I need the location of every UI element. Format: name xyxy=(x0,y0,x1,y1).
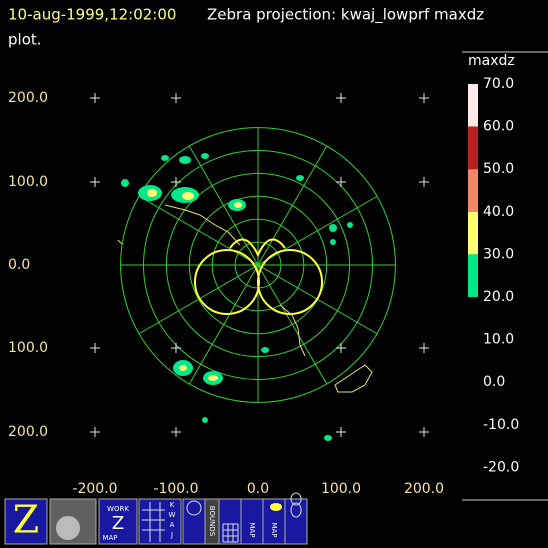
grid-cross xyxy=(336,93,346,103)
grid-cross xyxy=(419,427,429,437)
icon-kwaj-letter: J xyxy=(170,531,173,539)
colorbar-segment xyxy=(468,126,478,170)
icon-map1-label: MAP xyxy=(248,522,256,537)
grid-cross xyxy=(171,177,181,187)
colorbar-label: 40.0 xyxy=(483,204,514,220)
y-axis-label: 0.0 xyxy=(8,257,30,273)
x-axis-label: 100.0 xyxy=(321,481,361,497)
grid-cross xyxy=(171,427,181,437)
spoke xyxy=(139,196,377,334)
icon-rings-art xyxy=(186,500,202,516)
grid-cross xyxy=(419,343,429,353)
grid-cross xyxy=(419,177,429,187)
colorbar-label: -10.0 xyxy=(483,417,519,433)
icon-kwaj-letter: K xyxy=(170,501,175,509)
timestamp: 10-aug-1999,12:02:00 xyxy=(8,6,176,24)
icon-work-label: WORK xyxy=(107,505,129,513)
colorbar-label: -20.0 xyxy=(483,459,519,475)
icon-zebra[interactable] xyxy=(4,498,48,545)
range-rings xyxy=(120,127,396,403)
y-axis-label: 100.0 xyxy=(8,174,48,190)
colorbar-label: 20.0 xyxy=(483,289,514,305)
colorbar-segment xyxy=(468,254,478,297)
grid-cross xyxy=(171,93,181,103)
grid-crosses xyxy=(90,93,429,437)
radar-lobes xyxy=(194,238,323,315)
range-ring xyxy=(120,127,396,403)
icon-zebra-label: Z xyxy=(13,498,39,542)
legend-title: maxdz xyxy=(468,53,515,69)
grid-cross xyxy=(90,427,100,437)
grid-cross xyxy=(336,427,346,437)
echoes xyxy=(121,153,353,441)
icon-bounds-label: BOUNDS xyxy=(208,506,216,537)
grid-cross xyxy=(336,343,346,353)
colorbar-label: 70.0 xyxy=(483,76,514,92)
colorbar-label: 10.0 xyxy=(483,332,514,348)
y-axis-label: 100.0 xyxy=(8,340,48,356)
grid-cross xyxy=(171,343,181,353)
icon-satellite-art xyxy=(56,516,80,540)
icon-overlay[interactable] xyxy=(284,498,308,545)
icon-work-z: Z xyxy=(112,513,124,534)
y-axis-label: 200.0 xyxy=(8,424,48,440)
icon-kwaj-letter: A xyxy=(170,521,175,529)
colorbar-label: 50.0 xyxy=(483,161,514,177)
grid-cross xyxy=(90,343,100,353)
x-axis-label: 0.0 xyxy=(247,481,269,497)
grid-cross xyxy=(90,93,100,103)
colorbar-segment xyxy=(468,169,478,212)
x-axis-label: -200.0 xyxy=(72,481,117,497)
icon-grid-art xyxy=(222,523,239,543)
grid-cross xyxy=(419,93,429,103)
icon-rings[interactable] xyxy=(182,498,206,545)
icon-map2-art xyxy=(270,503,282,511)
icon-overlay-art xyxy=(290,492,302,518)
colorbar-label: 0.0 xyxy=(483,374,505,390)
title: Zebra projection: kwaj_lowprf maxdz xyxy=(207,6,484,25)
icon-kwaj-grid xyxy=(142,502,165,542)
icon-kwaj-letter: W xyxy=(169,511,176,519)
colorbar-segment xyxy=(468,84,478,127)
coastlines xyxy=(117,204,373,393)
grid-cross xyxy=(90,177,100,187)
x-axis-label: 200.0 xyxy=(404,481,444,497)
y-axis-label: 200.0 xyxy=(8,90,48,106)
colorbar-label: 30.0 xyxy=(483,246,514,262)
x-axis-label: -100.0 xyxy=(153,481,198,497)
icon-map2-label: MAP xyxy=(270,522,278,537)
grid-cross xyxy=(336,177,346,187)
colorbar-label: 60.0 xyxy=(483,119,514,135)
icon-work-map: MAP xyxy=(102,534,117,542)
colorbar-segment xyxy=(468,211,478,255)
icon-workmap[interactable] xyxy=(98,498,138,545)
title-cont: plot. xyxy=(8,31,42,49)
